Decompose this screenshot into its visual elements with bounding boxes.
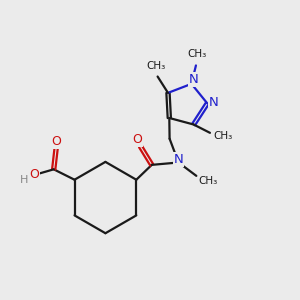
Text: O: O <box>29 168 39 181</box>
Text: CH₃: CH₃ <box>199 176 218 186</box>
Text: CH₃: CH₃ <box>146 61 166 70</box>
Text: O: O <box>132 134 142 146</box>
Text: N: N <box>174 153 183 166</box>
Text: N: N <box>209 96 219 109</box>
Text: O: O <box>51 135 61 148</box>
Text: CH₃: CH₃ <box>188 49 207 59</box>
Text: H: H <box>20 175 28 185</box>
Text: N: N <box>189 73 199 86</box>
Text: CH₃: CH₃ <box>214 131 233 141</box>
